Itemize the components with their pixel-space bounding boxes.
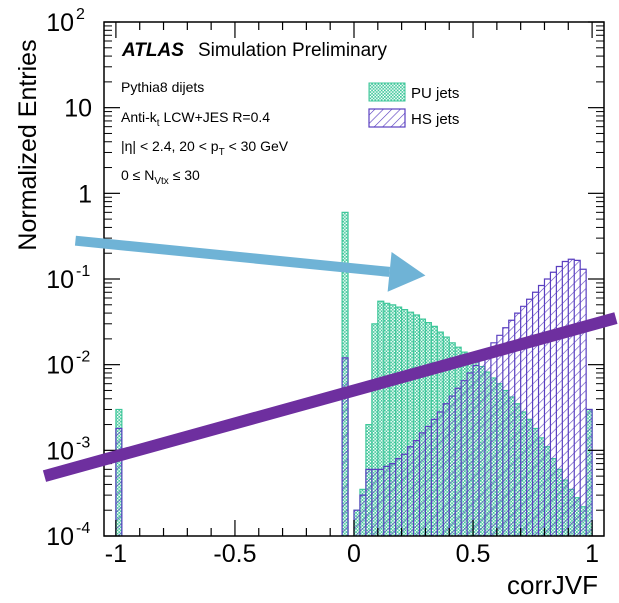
hs-jets-bar-40 <box>580 269 587 536</box>
legend-label-hs: HS jets <box>411 111 459 128</box>
annotation-overlays <box>42 235 618 482</box>
legend-swatch-hs <box>368 108 406 128</box>
blue-arrow-head <box>387 251 426 292</box>
y-tick-exponent: -4 <box>76 520 90 537</box>
hs-jets-bar-4 <box>365 469 372 536</box>
hs-jets-bar-11 <box>407 446 414 536</box>
pu-jets-bar-7 <box>383 303 390 536</box>
pu-jets-bar-5 <box>371 323 378 536</box>
y-tick-exponent: 2 <box>76 6 85 23</box>
pu-jets-bar-13 <box>419 319 426 536</box>
x-tick-labels: -1 -0.5 0 0.5 1 <box>105 540 599 568</box>
pu-jets-bar-11 <box>407 312 414 536</box>
legend: PU jets HS jets <box>368 82 459 128</box>
hs-jets-bar-28 <box>508 320 515 536</box>
purple-line <box>42 312 618 482</box>
atlas-label: ATLAS Simulation Preliminary <box>121 40 388 61</box>
hs-jets-bar-15 <box>431 419 438 536</box>
blue-arrow-shaft <box>74 235 391 277</box>
hs-jets-bar-21 <box>467 372 474 536</box>
hs-jets-bar-17 <box>443 403 450 536</box>
atlas-status: Simulation Preliminary <box>198 40 388 61</box>
hs-jets-bar-2 <box>354 510 360 536</box>
legend-label-pu: PU jets <box>411 85 459 102</box>
x-axis-label: corrJVF <box>507 570 598 600</box>
hs-jets-bar-39 <box>574 260 581 536</box>
y-tick-label: 10 <box>46 352 74 380</box>
pu-jets-bar-8 <box>389 304 396 536</box>
hs-jets-bar-36 <box>556 266 563 536</box>
hs-jets-bar-3 <box>359 495 366 536</box>
x-tick-label: 0.5 <box>456 540 491 568</box>
axis-ticks <box>104 21 604 537</box>
hs-jets-bar-5 <box>371 469 378 536</box>
hs-jets-bar-32 <box>532 292 539 536</box>
hs-jets-bar-16 <box>437 412 444 536</box>
hs-jets-bar-33 <box>538 285 545 536</box>
hs-jets-bar-34 <box>544 279 551 536</box>
selection-notes: Pythia8 dijets Anti-kt LCW+JES R=0.4 |η|… <box>121 79 289 187</box>
hs-jets-bar-12 <box>413 440 420 536</box>
hs-jets-bar-6 <box>377 469 384 536</box>
note-generator: Pythia8 dijets <box>121 79 204 95</box>
y-tick-label: 10 <box>46 266 74 294</box>
hs-jets-bar-22 <box>473 365 479 536</box>
x-tick-label: 1 <box>585 540 599 568</box>
hs-jets-outline <box>115 258 593 536</box>
y-tick-label: 10 <box>46 523 74 551</box>
hs-jets-bar-41 <box>586 409 593 536</box>
pu-jets-bar-6 <box>377 301 384 536</box>
pu-jets-bar-12 <box>413 314 420 536</box>
hs-jets-bar-0 <box>115 428 122 536</box>
x-tick-label: -1 <box>105 540 127 568</box>
y-tick-label: 1 <box>78 180 92 208</box>
hs-jets-bar-8 <box>389 463 396 536</box>
y-tick-label: 10 <box>46 9 74 37</box>
x-tick-label: -0.5 <box>213 540 256 568</box>
hs-jets-bar-27 <box>502 327 509 536</box>
hs-jets-bar-14 <box>425 426 432 536</box>
hs-jets-bar-18 <box>449 396 456 536</box>
hs-jets-bar-29 <box>514 313 521 536</box>
hs-jets-bar-26 <box>496 335 503 536</box>
hs-jets-bar-10 <box>401 454 408 536</box>
pu-jets-bar-10 <box>401 309 408 536</box>
y-tick-exponent: -3 <box>76 434 90 451</box>
hs-jets-bar-20 <box>461 380 468 536</box>
note-jet-algorithm: Anti-kt LCW+JES R=0.4 <box>121 109 270 129</box>
y-tick-exponent: -1 <box>76 263 90 280</box>
hs-jets-bar-35 <box>550 272 557 536</box>
y-tick-label: 10 <box>64 95 92 123</box>
hs-jets-bar-7 <box>383 466 390 536</box>
hs-jets-bar-13 <box>419 432 426 536</box>
hs-jets-bar-1 <box>342 357 349 536</box>
hs-jets-bar-9 <box>395 458 402 536</box>
pu-jets-bar-9 <box>395 307 402 536</box>
y-axis-label: Normalized Entries <box>14 39 42 250</box>
hs-jets-bar-19 <box>455 388 462 536</box>
hs-jets-bar-23 <box>479 357 485 536</box>
hs-jets-histogram <box>115 258 593 536</box>
hs-jets-bar-30 <box>520 306 527 536</box>
hs-jets-bar-37 <box>562 261 569 536</box>
note-kinematic-cut: |η| < 2.4, 20 < pT < 30 GeV <box>121 138 289 158</box>
x-tick-label: 0 <box>347 540 361 568</box>
atlas-experiment: ATLAS <box>121 40 184 61</box>
hs-jets-bar-31 <box>526 299 533 536</box>
hs-jets-bar-25 <box>490 342 497 536</box>
legend-swatch-pu <box>368 82 406 102</box>
hs-jets-bar-38 <box>568 259 575 536</box>
y-tick-exponent: -2 <box>76 349 90 366</box>
hs-jets-bar-24 <box>484 349 491 536</box>
note-vertex-cut: 0 ≤ NVtx ≤ 30 <box>121 167 200 187</box>
y-tick-label: 10 <box>46 437 74 465</box>
